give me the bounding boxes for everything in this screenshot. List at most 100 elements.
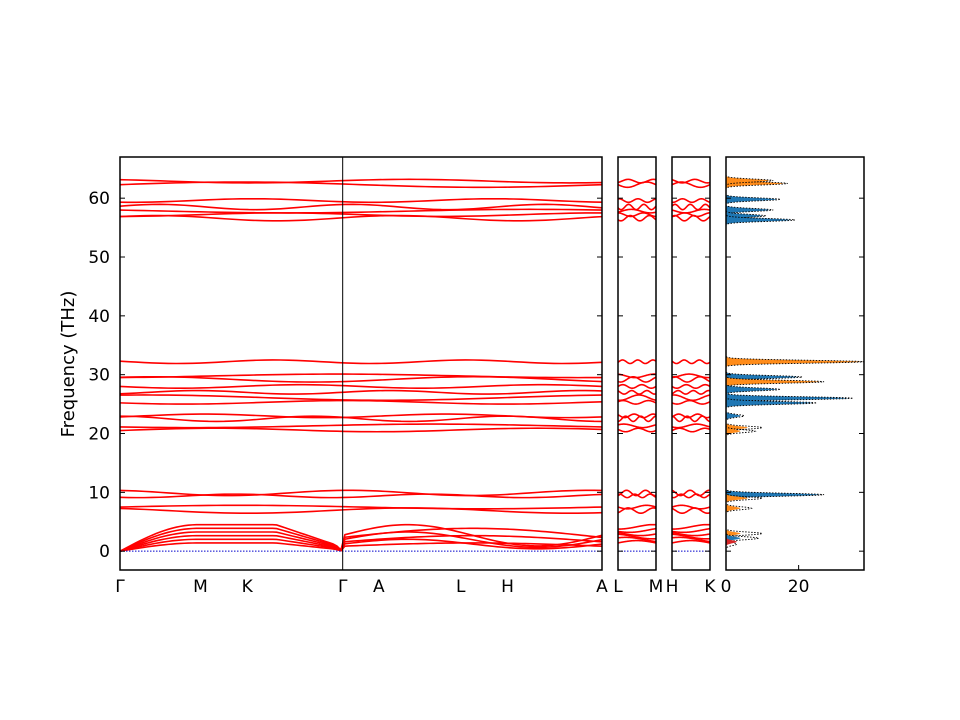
band-line	[119, 427, 603, 433]
band-line	[119, 493, 603, 499]
dos-peak-a	[726, 174, 770, 187]
acoustic-band-line	[119, 523, 603, 552]
panel-frame	[671, 156, 711, 571]
dos-peak-a	[726, 421, 748, 434]
x-tick-label: M	[193, 577, 208, 597]
band-line	[119, 423, 603, 429]
band-line	[671, 208, 711, 214]
band-line	[671, 212, 711, 218]
y-tick-label: 60	[88, 189, 110, 209]
band-line	[671, 383, 711, 389]
dos-peak-b	[726, 193, 777, 206]
band-line	[119, 383, 603, 389]
band-line	[119, 208, 603, 214]
dos-panel: 0 20	[721, 156, 865, 597]
band-line	[671, 399, 711, 405]
band-line	[119, 489, 603, 497]
band-line	[671, 507, 711, 515]
band-line	[119, 389, 603, 395]
band-line	[671, 493, 711, 499]
dos-peak-b	[726, 203, 770, 217]
dos-peak-b	[726, 383, 777, 396]
band-line	[671, 359, 711, 365]
dos-x-tick-label: 0	[721, 577, 732, 597]
band-line	[671, 203, 711, 211]
band-line	[671, 423, 711, 429]
x-tick-label: L	[613, 577, 623, 597]
band-line	[119, 214, 603, 222]
acoustic-band-line	[119, 538, 603, 552]
band-line	[617, 413, 657, 419]
dos-peak-b	[726, 532, 741, 545]
x-tick-label: A	[373, 577, 385, 597]
band-line	[119, 359, 603, 365]
band-line	[617, 375, 657, 383]
x-tick-label: Γ	[115, 577, 125, 597]
dos-peak-b	[726, 213, 792, 227]
panel-frame	[617, 156, 657, 571]
band-line	[617, 394, 657, 402]
x-tick-label: M	[649, 577, 664, 597]
band-line	[119, 415, 603, 423]
band-line	[617, 427, 657, 433]
band-line	[119, 504, 603, 510]
band-line	[617, 212, 657, 218]
acoustic-band-line	[119, 531, 603, 552]
band-line	[617, 399, 657, 405]
dos-x-tick-label: 20	[788, 577, 810, 597]
dos-peak-a	[726, 424, 741, 438]
band-line	[671, 394, 711, 402]
acoustic-band-line	[617, 539, 657, 544]
x-tick-label: L	[456, 577, 466, 597]
band-line	[119, 394, 603, 402]
dos-peak-a	[726, 527, 741, 540]
band-line	[617, 415, 657, 423]
acoustic-band-line	[119, 534, 603, 552]
dos-peak-low	[726, 535, 737, 548]
x-tick-label: H	[666, 577, 679, 597]
acoustic-band-line	[671, 539, 711, 544]
dos-peak-a	[726, 502, 741, 515]
acoustic-band-line	[617, 527, 657, 534]
band-line	[119, 375, 603, 383]
y-tick-label: 50	[88, 248, 110, 268]
acoustic-band-line	[618, 523, 656, 530]
band-line	[617, 181, 657, 189]
band-lines	[119, 178, 603, 552]
acoustic-band-line	[617, 533, 657, 540]
band-line	[119, 197, 603, 204]
dos-peak-b	[726, 488, 821, 501]
x-tick-label: H	[501, 577, 514, 597]
band-line	[617, 359, 657, 365]
y-tick-label: 0	[99, 542, 110, 562]
band-line	[617, 203, 657, 211]
band-line	[671, 375, 711, 383]
band-line	[617, 208, 657, 214]
dos-peak-a	[726, 492, 748, 505]
band-line	[617, 178, 657, 184]
band-line	[119, 178, 603, 184]
dos-peak-a	[726, 375, 821, 388]
band-line	[671, 415, 711, 423]
dos-peak-b	[726, 209, 763, 223]
band-line	[119, 399, 603, 405]
band-lines	[617, 178, 657, 544]
band-main-panel: Γ M K Γ A L H A 0 10 20 30 40 50 60	[88, 156, 608, 597]
dos-peak-a	[726, 177, 785, 190]
band-line	[617, 389, 657, 395]
acoustic-band-line	[671, 527, 711, 534]
dos-total-peak	[725, 375, 825, 389]
dos-frame	[725, 156, 865, 571]
dos-total-peak	[725, 502, 753, 515]
band-line	[671, 178, 711, 184]
band-line	[617, 493, 657, 499]
y-tick-label: 40	[88, 307, 110, 327]
dos-peak-b	[726, 396, 814, 410]
band-line	[671, 214, 711, 222]
acoustic-band-line	[671, 533, 711, 540]
x-tick-label: A	[596, 577, 608, 597]
x-tick-label: K	[242, 577, 254, 597]
